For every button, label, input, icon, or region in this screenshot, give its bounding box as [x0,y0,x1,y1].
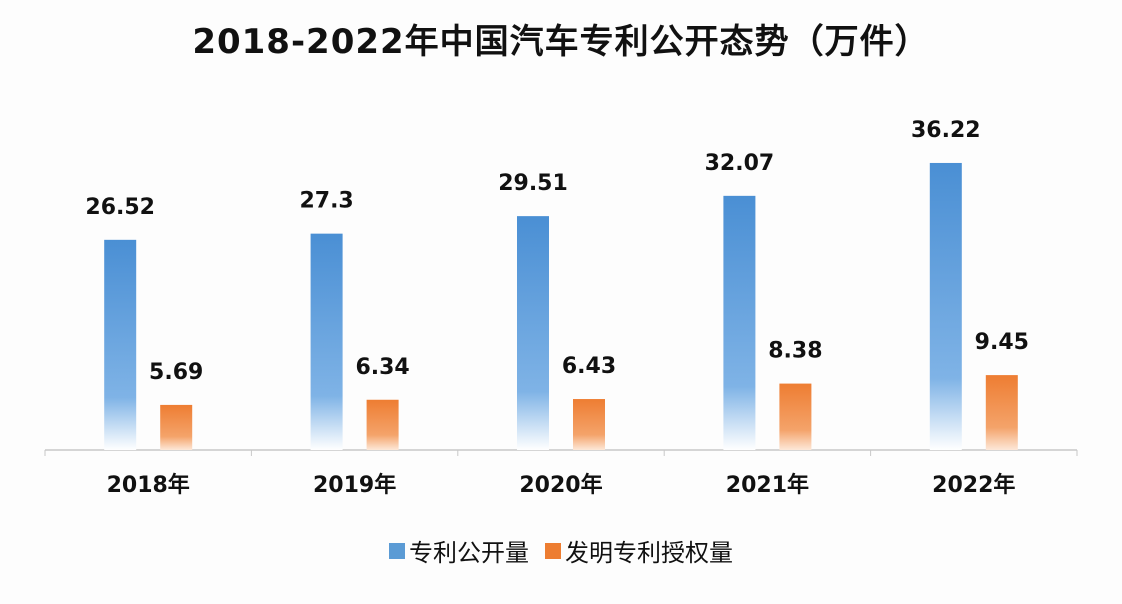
data-label: 6.34 [355,355,409,380]
data-label: 36.22 [911,118,981,143]
bar-grants [366,399,399,450]
x-tick-label: 2018年 [107,472,190,498]
bar-grants [573,399,605,450]
legend-swatch-orange [545,542,561,559]
bar-publications [723,195,756,450]
bar-publications [929,162,962,451]
legend-item-grants: 发明专利授权量 [545,533,733,568]
data-label: 8.38 [768,339,822,364]
bar-grants [779,383,812,450]
data-label: 5.69 [149,360,203,385]
x-tick-label: 2022年 [932,472,1015,498]
bar-publications [310,233,343,450]
bar-grants [985,375,1018,450]
legend-label: 专利公开量 [409,539,529,567]
legend-item-publications: 专利公开量 [389,533,529,568]
bar-grants [160,404,193,450]
data-label: 32.07 [705,151,775,176]
legend: 专利公开量 发明专利授权量 [0,533,1122,568]
legend-label: 发明专利授权量 [565,539,733,567]
x-tick-label: 2020年 [519,472,602,498]
chart-title: 2018-2022年中国汽车专利公开态势（万件） [192,22,930,62]
data-label: 26.52 [85,195,155,220]
x-tick-label: 2021年 [726,472,809,498]
legend-swatch-blue [389,542,405,559]
data-label: 29.51 [498,171,568,196]
x-tick-label: 2019年 [313,472,396,498]
data-label: 9.45 [975,330,1029,355]
bar-publications [517,216,549,450]
bar-publications [104,239,137,450]
data-label: 27.3 [299,189,353,214]
data-label: 6.43 [562,354,616,379]
